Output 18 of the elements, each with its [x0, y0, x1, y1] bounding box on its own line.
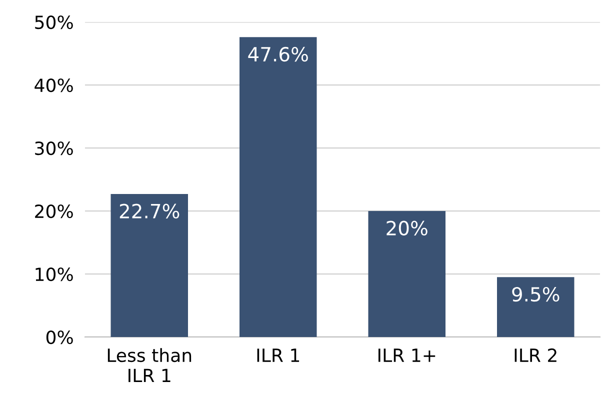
y-tick-label: 50% [35, 15, 73, 30]
data-label: 9.5% [512, 286, 560, 302]
y-tick-label: 10% [36, 267, 73, 282]
data-label: 20% [386, 220, 428, 236]
bar [110, 194, 188, 337]
x-tick-label: ILR 1 [257, 348, 300, 362]
y-tick-label: 40% [34, 78, 73, 92]
bar [368, 211, 446, 337]
bar [497, 277, 574, 337]
data-label: 47.6% [248, 46, 308, 62]
data-label: 22.7% [120, 204, 180, 218]
y-tick-label: 30% [35, 141, 73, 156]
y-tick-label: 20% [35, 204, 73, 218]
x-tick-label: Less than ILR 1 [108, 348, 192, 382]
x-tick-label: ILR 1+ [378, 348, 436, 362]
y-tick-label: 0% [46, 330, 73, 344]
x-tick-label: ILR 2 [514, 348, 556, 362]
bar [240, 37, 317, 337]
